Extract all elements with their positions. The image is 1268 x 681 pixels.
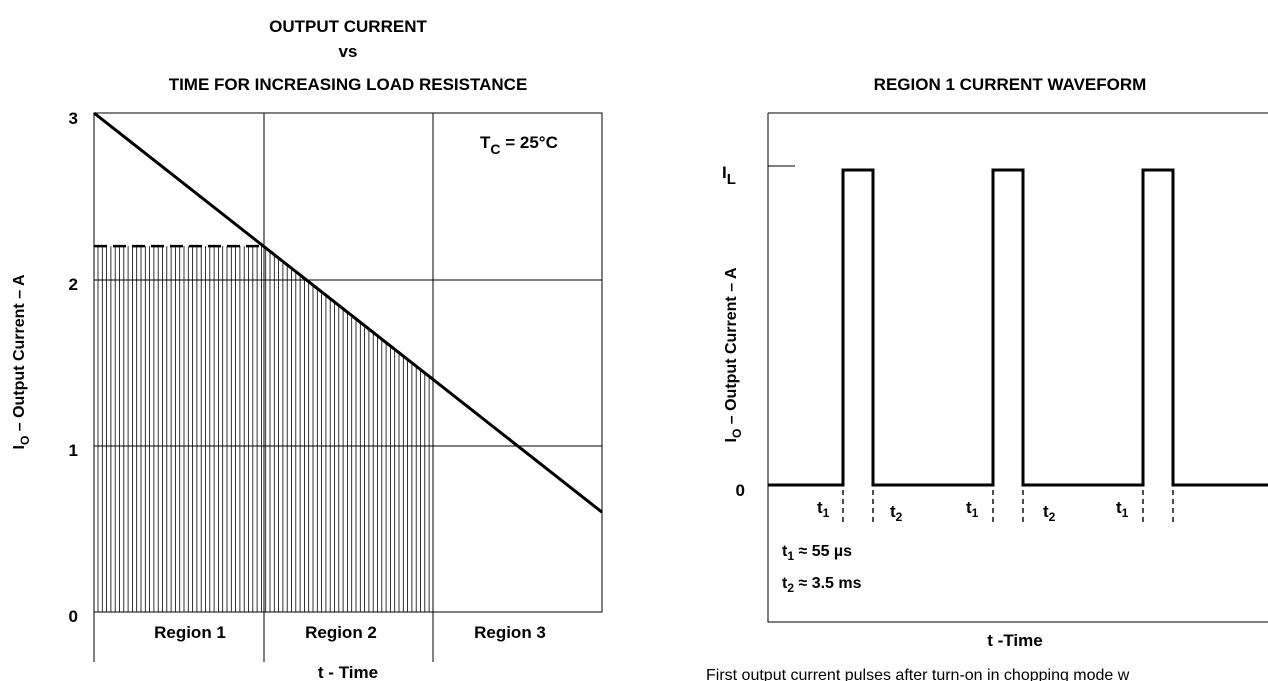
y-tick-1: 1 <box>69 441 78 460</box>
pulse-label-t1-c: t1 <box>1116 498 1129 520</box>
left-title-line-2: vs <box>339 42 358 61</box>
right-y-tick-il: IL <box>722 163 736 188</box>
region-3-label: Region 3 <box>474 623 546 642</box>
pulse-label-t1-a: t1 <box>817 498 830 520</box>
t2-duration-note: t2 ≈ 3.5 ms <box>782 575 862 595</box>
pulse-label-t2-b: t2 <box>1043 502 1056 524</box>
pulse-label-t2-a: t2 <box>890 502 903 524</box>
right-title: REGION 1 CURRENT WAVEFORM <box>874 75 1147 94</box>
left-grid <box>93 113 602 662</box>
left-title-line-1: OUTPUT CURRENT <box>269 17 427 36</box>
region-1-label: Region 1 <box>154 623 226 642</box>
caption: First output current pulses after turn-o… <box>706 667 1130 681</box>
y-tick-2: 2 <box>69 275 78 294</box>
right-y-axis-label: IO – Output Current – A <box>723 267 744 442</box>
output-current-line <box>93 111 603 514</box>
y-tick-3: 3 <box>69 109 78 128</box>
right-chart: REGION 1 CURRENT WAVEFORM 0 IL IO – Outp… <box>706 75 1268 681</box>
right-x-axis-label: t -Time <box>987 631 1042 650</box>
left-y-axis-label: IO – Output Current – A <box>11 274 32 449</box>
temperature-annotation: TC = 25°C <box>480 133 558 157</box>
left-x-axis-label: t - Time <box>318 663 378 681</box>
y-tick-0: 0 <box>69 607 78 626</box>
pulse-label-t1-b: t1 <box>966 498 979 520</box>
t1-duration-note: t1 ≈ 55 µs <box>782 543 852 563</box>
region-2-label: Region 2 <box>305 623 377 642</box>
left-title-line-3: TIME FOR INCREASING LOAD RESISTANCE <box>169 75 528 94</box>
right-axes <box>767 113 1268 623</box>
current-waveform <box>768 168 1268 487</box>
right-y-tick-0: 0 <box>736 481 745 500</box>
left-plot-frame <box>93 112 603 613</box>
left-chart: OUTPUT CURRENT vs TIME FOR INCREASING LO… <box>11 17 603 681</box>
hatched-region <box>97 246 430 612</box>
